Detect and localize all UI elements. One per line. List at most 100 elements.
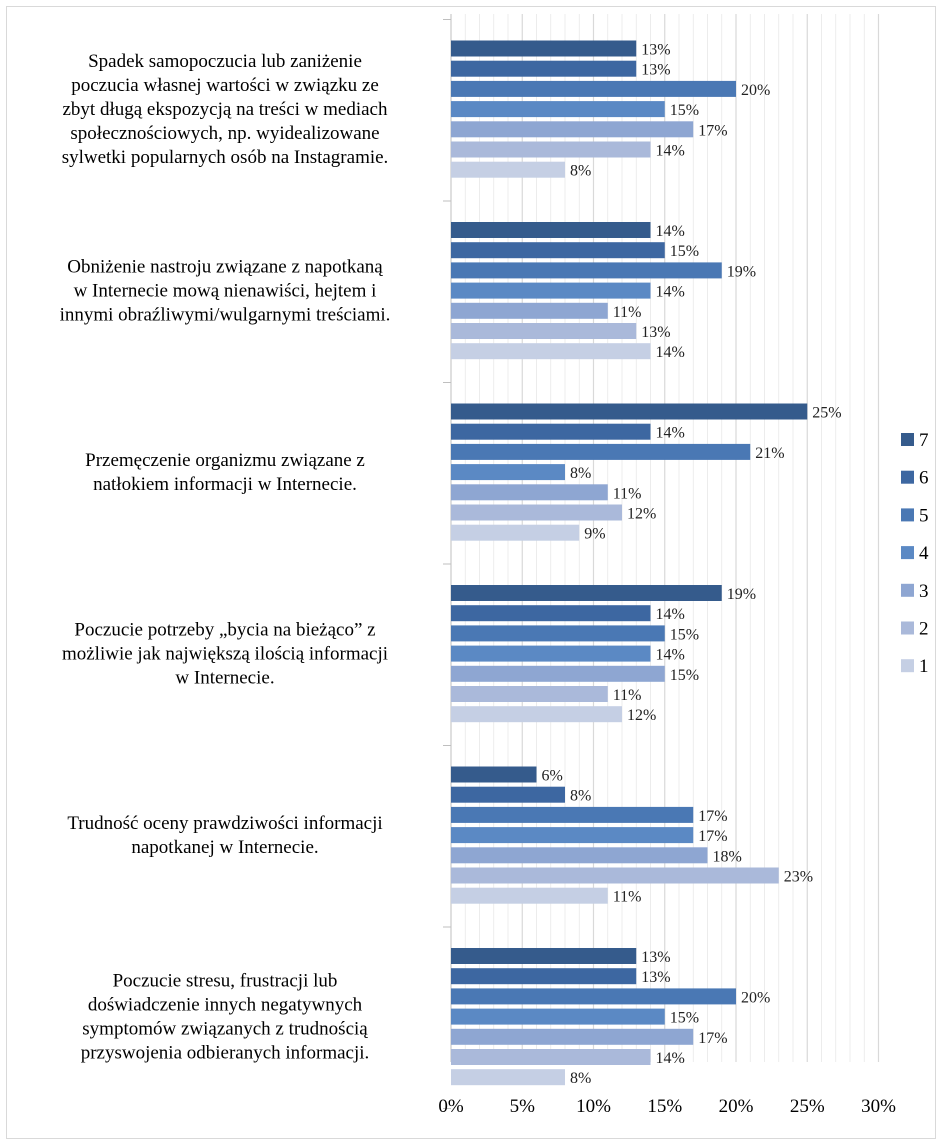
data-label: 11% [613, 304, 642, 321]
bar [451, 806, 694, 823]
bar [451, 1028, 694, 1045]
bar [451, 60, 637, 77]
data-label: 12% [627, 707, 656, 724]
bar [451, 988, 736, 1005]
x-tick-label: 25% [790, 1096, 825, 1117]
category-label: w Internecie mową nienawiści, hejtem i [74, 281, 377, 302]
legend-swatch [901, 433, 914, 446]
data-label: 14% [656, 344, 685, 361]
data-label: 17% [698, 828, 727, 845]
legend-label: 1 [919, 656, 929, 677]
legend-label: 6 [919, 468, 929, 489]
bar [451, 222, 651, 238]
category-label: napotkanej w Internecie. [131, 837, 318, 858]
data-label: 14% [656, 284, 685, 301]
bar [451, 948, 637, 964]
data-label: 21% [755, 445, 784, 462]
legend-swatch [901, 659, 914, 673]
data-label: 19% [727, 586, 756, 603]
data-label: 20% [741, 82, 770, 99]
data-label: 17% [698, 1030, 727, 1047]
data-label: 11% [613, 485, 642, 502]
data-label: 15% [670, 626, 699, 643]
category-label: Trudność oceny prawdziwości informacji [67, 813, 382, 834]
x-tick-label: 5% [510, 1096, 536, 1117]
bar [451, 847, 708, 864]
bar [451, 80, 736, 97]
bar [451, 323, 637, 339]
bar [451, 262, 722, 279]
bar [451, 1069, 565, 1086]
data-label: 14% [656, 143, 685, 160]
data-label: 13% [641, 324, 670, 341]
legend-swatch [901, 508, 914, 522]
data-label: 8% [570, 1070, 591, 1087]
legend-swatch [901, 470, 914, 484]
category-label: Przemęczenie organizmu związane z [85, 450, 365, 471]
legend-label: 2 [919, 619, 929, 640]
category-label: w Internecie. [175, 668, 274, 689]
bar [451, 968, 637, 985]
bar [451, 282, 651, 299]
data-label: 11% [613, 889, 642, 906]
bar [451, 484, 608, 501]
bar [451, 242, 665, 259]
x-tick-label: 15% [647, 1096, 682, 1117]
legend-label: 3 [919, 581, 929, 602]
category-label: natłokiem informacji w Internecie. [93, 474, 357, 495]
data-label: 13% [641, 949, 670, 966]
legend-swatch [901, 546, 914, 560]
bar [451, 464, 565, 481]
data-label: 13% [641, 42, 670, 59]
data-label: 23% [784, 869, 813, 886]
data-label: 14% [656, 1050, 685, 1067]
bar [451, 403, 808, 420]
category-label: Obniżenie nastroju związane z napotkaną [67, 257, 383, 278]
legend: 7 6 5 4 3 2 1 [901, 430, 929, 677]
data-label: 14% [656, 425, 685, 442]
data-label: 8% [570, 788, 591, 805]
data-label: 19% [727, 263, 756, 280]
data-label: 25% [812, 405, 841, 422]
bar [451, 40, 637, 57]
x-tick-label: 30% [861, 1096, 896, 1117]
bar [451, 423, 651, 440]
bar [451, 585, 722, 601]
bar [451, 887, 608, 904]
bar [451, 161, 565, 178]
data-label: 13% [641, 62, 670, 79]
data-label: 6% [542, 768, 563, 785]
bar [451, 867, 779, 884]
data-label: 14% [656, 647, 685, 664]
category-label: symptomów związanych z trudnością [82, 1019, 368, 1040]
data-label: 15% [670, 1010, 699, 1027]
bar [451, 302, 608, 319]
data-label: 15% [670, 667, 699, 684]
bar [451, 1008, 665, 1025]
category-label: poczucia własnej wartości w związku ze [71, 75, 379, 96]
data-label: 15% [670, 102, 699, 119]
category-label: zbyt długą ekspozycją na treści w mediac… [63, 99, 388, 120]
bar [451, 141, 651, 158]
category-label: Spadek samopoczucia lub zaniżenie [88, 51, 362, 72]
legend-label: 5 [919, 505, 929, 526]
bar [451, 645, 651, 662]
data-label: 20% [741, 989, 770, 1006]
category-label: Poczucie stresu, frustracji lub [113, 971, 338, 992]
data-label: 9% [584, 526, 605, 543]
bar [451, 443, 751, 460]
x-tick-label: 0% [438, 1096, 464, 1117]
category-label: innymi obraźliwymi/wulgarnymi treściami. [60, 305, 391, 326]
bar [451, 686, 608, 702]
bar [451, 625, 665, 642]
category-label: sylwetki popularnych osób na Instagramie… [62, 147, 389, 168]
bar [451, 665, 665, 682]
data-label: 18% [713, 848, 742, 865]
bar [451, 766, 537, 783]
legend-label: 4 [919, 543, 929, 564]
bar [451, 706, 622, 723]
legend-swatch [901, 621, 914, 635]
category-label: doświadczenie innych negatywnych [88, 995, 363, 1016]
bar [451, 101, 665, 118]
